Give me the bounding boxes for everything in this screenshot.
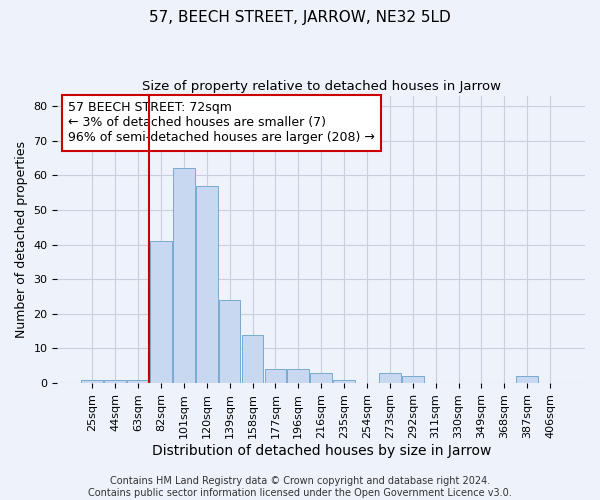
Bar	[402, 376, 424, 383]
Bar	[379, 372, 401, 383]
Text: 57 BEECH STREET: 72sqm
← 3% of detached houses are smaller (7)
96% of semi-detac: 57 BEECH STREET: 72sqm ← 3% of detached …	[68, 102, 375, 144]
Text: Contains HM Land Registry data © Crown copyright and database right 2024.
Contai: Contains HM Land Registry data © Crown c…	[88, 476, 512, 498]
Bar	[310, 372, 332, 383]
X-axis label: Distribution of detached houses by size in Jarrow: Distribution of detached houses by size …	[152, 444, 491, 458]
Bar	[173, 168, 195, 383]
Y-axis label: Number of detached properties: Number of detached properties	[15, 141, 28, 338]
Bar	[82, 380, 103, 383]
Bar	[127, 380, 149, 383]
Title: Size of property relative to detached houses in Jarrow: Size of property relative to detached ho…	[142, 80, 501, 93]
Bar	[265, 369, 286, 383]
Bar	[517, 376, 538, 383]
Bar	[287, 369, 309, 383]
Bar	[196, 186, 218, 383]
Bar	[150, 241, 172, 383]
Bar	[104, 380, 126, 383]
Bar	[333, 380, 355, 383]
Bar	[242, 334, 263, 383]
Bar	[219, 300, 241, 383]
Text: 57, BEECH STREET, JARROW, NE32 5LD: 57, BEECH STREET, JARROW, NE32 5LD	[149, 10, 451, 25]
